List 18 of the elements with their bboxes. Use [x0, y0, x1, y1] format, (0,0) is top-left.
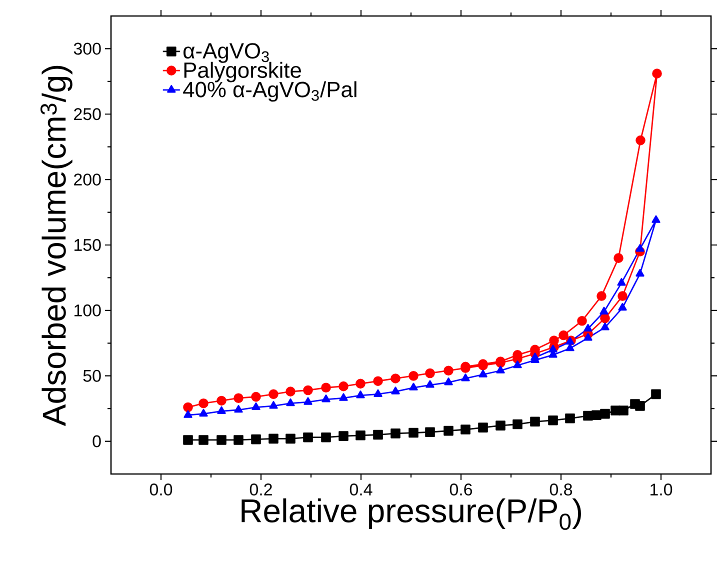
x-axis-title: Relative pressure(P/P$_{0}$) [242, 498, 581, 530]
y-axis-title: Adsorbed volume(cm$^{3}$/g) [40, 66, 72, 426]
legend-label: 40% α-AgVO$_{3}$/Pal [183, 81, 356, 102]
y-tick-label: 200 [74, 174, 101, 186]
y-tick-label: 100 [74, 304, 101, 316]
y-tick-label: 0 [92, 435, 101, 448]
y-tick-label: 150 [74, 239, 101, 251]
x-tick-label: 0.2 [250, 484, 272, 496]
x-tick-label: 0.8 [550, 484, 572, 496]
x-tick-label: 1.0 [650, 484, 672, 496]
x-tick-label: 0.4 [350, 484, 372, 496]
legend-label: α-AgVO$_{3}$ [184, 43, 269, 63]
x-tick-label: 0.6 [450, 484, 472, 496]
y-tick-label: 250 [74, 108, 101, 120]
y-tick-label: 50 [83, 370, 101, 382]
y-tick-label: 300 [74, 42, 101, 55]
x-tick-label: 0.0 [150, 484, 172, 496]
legend-label: Palygorskite [184, 62, 301, 82]
